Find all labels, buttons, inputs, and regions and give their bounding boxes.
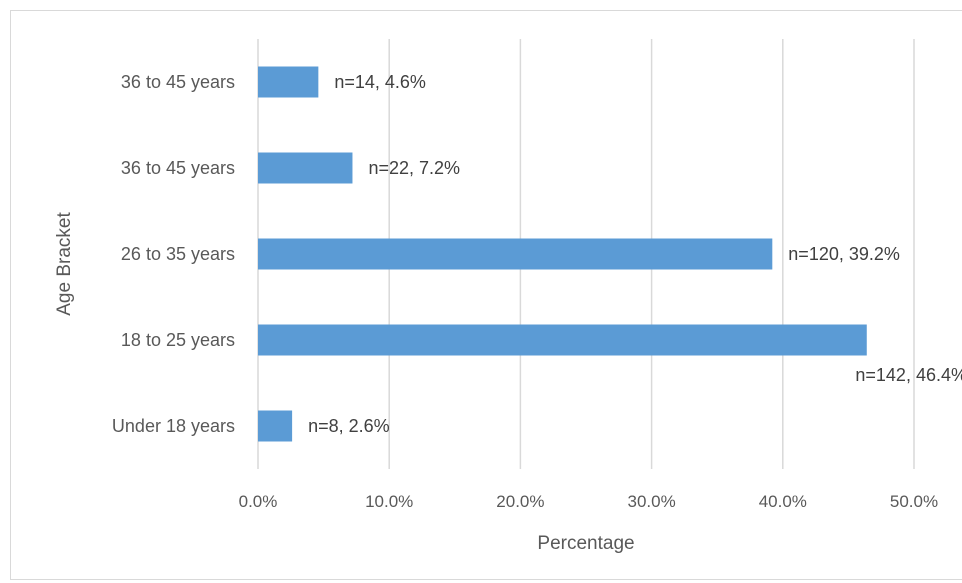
x-tick-labels: 0.0% 10.0% 20.0% 30.0% 40.0% 50.0% — [239, 492, 938, 511]
data-label-2: n=120, 39.2% — [788, 244, 900, 264]
bars — [258, 66, 867, 442]
category-label-4: Under 18 years — [112, 416, 235, 436]
data-labels: n=14, 4.6% n=22, 7.2% n=120, 39.2% n=142, 4… — [308, 72, 962, 436]
x-tick-label-2: 20.0% — [496, 492, 544, 511]
category-label-3: 18 to 25 years — [121, 330, 235, 350]
x-tick-label-0: 0.0% — [239, 492, 278, 511]
x-tick-label-4: 40.0% — [759, 492, 807, 511]
x-axis-title: Percentage — [537, 533, 634, 554]
category-label-1: 36 to 45 years — [121, 158, 235, 178]
x-tick-label-3: 30.0% — [627, 492, 675, 511]
bar-3 — [258, 324, 867, 356]
category-label-0: 36 to 45 years — [121, 72, 235, 92]
bar-4 — [258, 410, 293, 442]
x-tick-label-5: 50.0% — [890, 492, 938, 511]
data-label-1: n=22, 7.2% — [368, 158, 460, 178]
bar-chart: 36 to 45 years 36 to 45 years 26 to 35 yea… — [54, 39, 962, 554]
data-label-3: n=142, 46.4% — [855, 365, 962, 385]
bar-0 — [258, 66, 319, 98]
category-label-2: 26 to 35 years — [121, 244, 235, 264]
bar-1 — [258, 152, 353, 184]
bar-2 — [258, 238, 773, 270]
chart-frame: 36 to 45 years 36 to 45 years 26 to 35 yea… — [10, 10, 962, 580]
x-tick-label-1: 10.0% — [365, 492, 413, 511]
category-labels: 36 to 45 years 36 to 45 years 26 to 35 yea… — [112, 72, 235, 436]
data-label-0: n=14, 4.6% — [334, 72, 426, 92]
y-axis-title: Age Bracket — [54, 212, 75, 316]
data-label-4: n=8, 2.6% — [308, 416, 390, 436]
